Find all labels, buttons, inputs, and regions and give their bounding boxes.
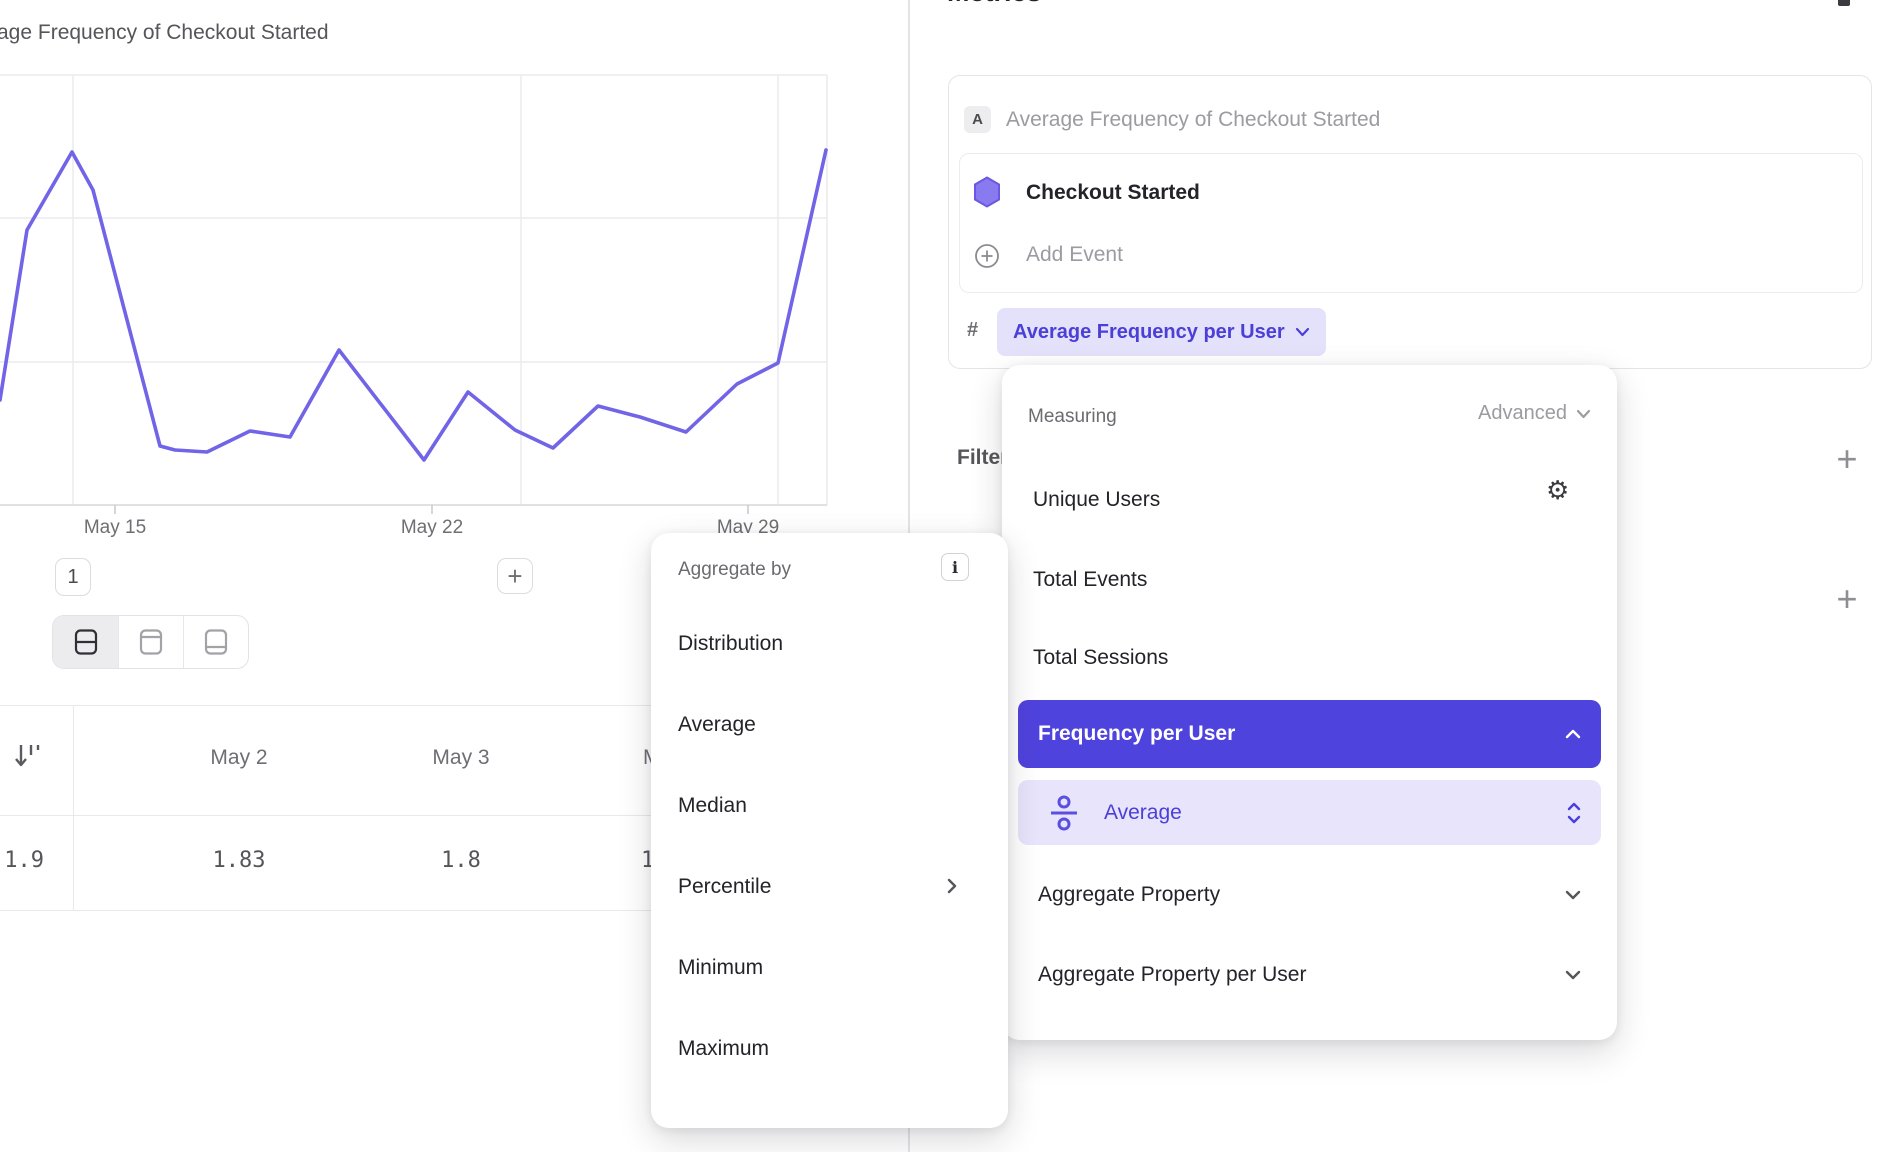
chevron-right-icon <box>947 878 957 894</box>
filter-heading: Filter <box>957 446 1009 469</box>
event-box: Checkout Started Add Event <box>959 153 1863 293</box>
chevron-down-icon <box>1295 327 1310 337</box>
add-metric-icon-clipped[interactable] <box>1838 0 1850 6</box>
table-cell-may-2[interactable]: 1.83 <box>212 848 266 873</box>
sort-descending-icon[interactable] <box>12 742 44 775</box>
x-axis-label: May 15 <box>83 517 147 538</box>
measuring-menu: Measuring Advanced Unique Users ⚙ Total … <box>1002 365 1617 1040</box>
add-event-plus-icon <box>975 244 999 268</box>
add-breakdown-button[interactable]: + <box>1836 578 1858 619</box>
menu-item-average[interactable]: Average <box>678 713 756 736</box>
event-row[interactable]: Checkout Started <box>960 168 1862 216</box>
measuring-menu-title: Measuring <box>1028 406 1117 427</box>
x-axis-label: May 22 <box>400 517 464 538</box>
series-badge-label: A <box>972 111 983 128</box>
pagination-badge-label: 1 <box>67 565 79 588</box>
x-axis-label: May 29 <box>716 517 780 538</box>
average-selected-label: Average <box>1104 800 1182 824</box>
aggregate-by-menu: Aggregate by i Distribution Average Medi… <box>651 533 1008 1128</box>
chart-title: age Frequency of Checkout Started <box>0 21 329 44</box>
add-series-button[interactable]: + <box>497 558 533 594</box>
average-divide-icon <box>1051 795 1077 830</box>
series-badge[interactable]: A <box>964 106 991 133</box>
table-header-may-2[interactable]: May 2 <box>210 746 268 769</box>
plus-icon: + <box>507 560 523 591</box>
table-column-border <box>73 705 74 910</box>
split-bottom-icon <box>204 629 228 655</box>
info-icon[interactable]: i <box>941 553 969 581</box>
pagination-badge[interactable]: 1 <box>55 558 91 596</box>
chevron-up-down-icon <box>1567 802 1581 824</box>
view-toggle-split-bottom[interactable] <box>183 616 248 668</box>
table-header-border <box>0 815 905 816</box>
table-top-border <box>0 705 905 706</box>
view-toggle-split-middle[interactable] <box>53 616 118 668</box>
menu-item-frequency-per-user[interactable]: Frequency per User <box>1018 700 1601 768</box>
table-cell-may-3[interactable]: 1.8 <box>441 848 481 873</box>
measurement-prefix: # <box>967 319 979 341</box>
menu-item-distribution[interactable]: Distribution <box>678 632 784 655</box>
view-toggle-split-top[interactable] <box>118 616 183 668</box>
advanced-label: Advanced <box>1478 402 1567 424</box>
add-event-row[interactable]: Add Event <box>960 232 1862 280</box>
chevron-down-icon <box>1565 970 1581 980</box>
advanced-mode-toggle[interactable]: Advanced <box>1478 402 1591 425</box>
menu-item-aggregate-property-per-user[interactable]: Aggregate Property per User <box>1018 945 1601 1005</box>
frequency-per-user-label: Frequency per User <box>1038 722 1236 745</box>
table-cell-clipped-left[interactable]: 1.9 <box>4 848 44 873</box>
menu-item-total-sessions[interactable]: Total Sessions <box>1033 646 1169 669</box>
chevron-down-icon <box>1576 409 1591 419</box>
aggregate-property-per-user-label: Aggregate Property per User <box>1038 963 1307 986</box>
split-middle-icon <box>74 629 97 655</box>
chevron-up-icon <box>1565 729 1581 739</box>
aggregate-by-title: Aggregate by <box>678 559 792 580</box>
menu-item-total-events[interactable]: Total Events <box>1033 568 1148 591</box>
menu-item-maximum[interactable]: Maximum <box>678 1037 770 1060</box>
menu-item-percentile[interactable]: Percentile <box>678 875 772 898</box>
chevron-down-icon <box>1565 890 1581 900</box>
event-hexagon-icon <box>974 176 1000 208</box>
table-header-may-3[interactable]: May 3 <box>432 746 490 769</box>
menu-item-minimum[interactable]: Minimum <box>678 956 764 979</box>
gear-icon[interactable]: ⚙ <box>1546 475 1570 505</box>
metric-name-input[interactable]: Average Frequency of Checkout Started <box>1006 108 1381 131</box>
event-name: Checkout Started <box>1026 181 1200 204</box>
menu-item-median[interactable]: Median <box>678 794 747 817</box>
view-toggle-group <box>52 615 249 669</box>
measurement-pill[interactable]: Average Frequency per User <box>997 308 1326 356</box>
table-row-border <box>0 910 905 911</box>
menu-item-aggregate-property[interactable]: Aggregate Property <box>1018 865 1601 925</box>
metrics-heading: Metrics <box>947 0 1042 8</box>
add-filter-button[interactable]: + <box>1836 438 1858 479</box>
split-top-icon <box>139 629 163 655</box>
measurement-pill-label: Average Frequency per User <box>1013 320 1285 343</box>
table-cell-clipped-right: 1 <box>641 848 655 873</box>
metric-card: A Average Frequency of Checkout Started … <box>948 75 1872 369</box>
menu-item-average-selected[interactable]: Average <box>1018 780 1601 845</box>
menu-item-unique-users[interactable]: Unique Users <box>1033 488 1161 511</box>
aggregate-property-label: Aggregate Property <box>1038 883 1221 906</box>
add-event-label: Add Event <box>1026 243 1123 266</box>
chart-panel: age Frequency of Checkout Started May 15… <box>0 0 905 1152</box>
line-chart[interactable] <box>0 0 830 516</box>
